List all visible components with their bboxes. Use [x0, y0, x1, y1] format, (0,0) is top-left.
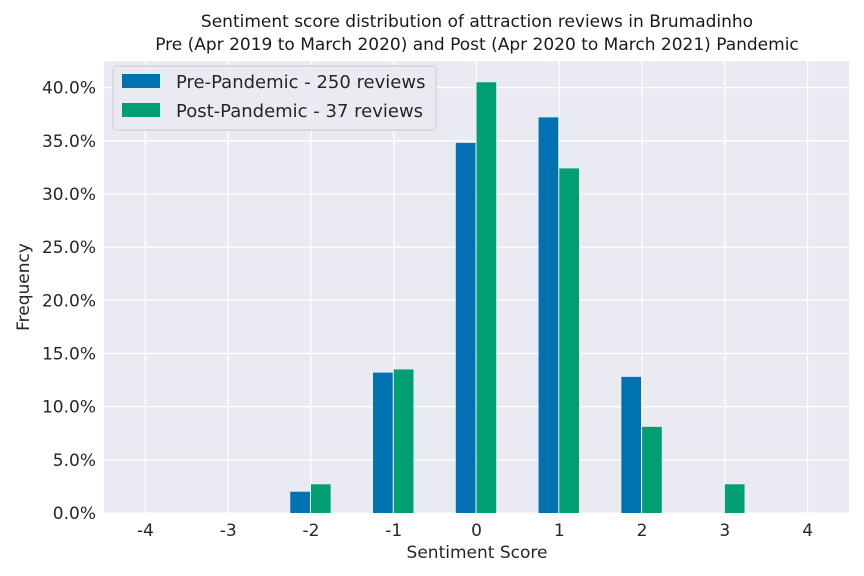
y-tick-label: 0.0% — [53, 504, 96, 524]
x-tick-label: -1 — [385, 521, 402, 541]
x-axis-label: Sentiment Score — [407, 543, 548, 563]
y-tick-label: 30.0% — [42, 185, 96, 205]
legend: Pre-Pandemic - 250 reviews Post-Pandemic… — [112, 65, 437, 131]
legend-box — [112, 65, 437, 131]
y-tick-label: 15.0% — [42, 344, 96, 364]
x-tick-label: 3 — [719, 521, 730, 541]
bar-pre-pandemic — [455, 142, 476, 513]
bar-post-pandemic — [310, 484, 331, 513]
x-tick-labels: -4 -3 -2 -1 0 1 2 3 4 — [137, 521, 813, 541]
bar-pre-pandemic — [373, 372, 393, 513]
y-axis-label: Frequency — [14, 243, 34, 331]
chart-title-line-1: Sentiment score distribution of attracti… — [201, 12, 753, 32]
bars — [290, 82, 745, 513]
x-tick-label: -2 — [302, 521, 319, 541]
legend-label-pre-pandemic: Pre-Pandemic - 250 reviews — [176, 72, 425, 93]
x-tick-label: 0 — [471, 521, 482, 541]
y-tick-label: 40.0% — [42, 79, 96, 99]
x-tick-label: 2 — [637, 521, 648, 541]
legend-label-post-pandemic: Post-Pandemic - 37 reviews — [176, 101, 423, 122]
chart-title-line-2: Pre (Apr 2019 to March 2020) and Post (A… — [155, 35, 799, 55]
y-tick-labels: 0.0% 5.0% 10.0% 15.0% 20.0% 25.0% 30.0% 35.0% 40… — [42, 79, 96, 524]
x-tick-label: 4 — [802, 521, 813, 541]
x-tick-label: -4 — [137, 521, 154, 541]
legend-swatch-pre-pandemic — [122, 74, 160, 88]
bar-post-pandemic — [642, 426, 662, 513]
bar-post-pandemic — [559, 168, 579, 513]
x-tick-label: -3 — [220, 521, 237, 541]
bar-post-pandemic — [724, 484, 745, 513]
x-tick-label: 1 — [554, 521, 565, 541]
bar-post-pandemic — [476, 82, 497, 513]
bar-pre-pandemic — [621, 376, 642, 513]
y-tick-label: 35.0% — [42, 132, 96, 152]
y-tick-label: 10.0% — [42, 398, 96, 418]
bar-pre-pandemic — [290, 491, 310, 513]
y-tick-label: 5.0% — [53, 451, 96, 471]
legend-swatch-post-pandemic — [122, 103, 160, 117]
y-tick-label: 20.0% — [42, 291, 96, 311]
bar-pre-pandemic — [538, 117, 559, 513]
y-tick-label: 25.0% — [42, 238, 96, 258]
bar-post-pandemic — [393, 369, 414, 513]
